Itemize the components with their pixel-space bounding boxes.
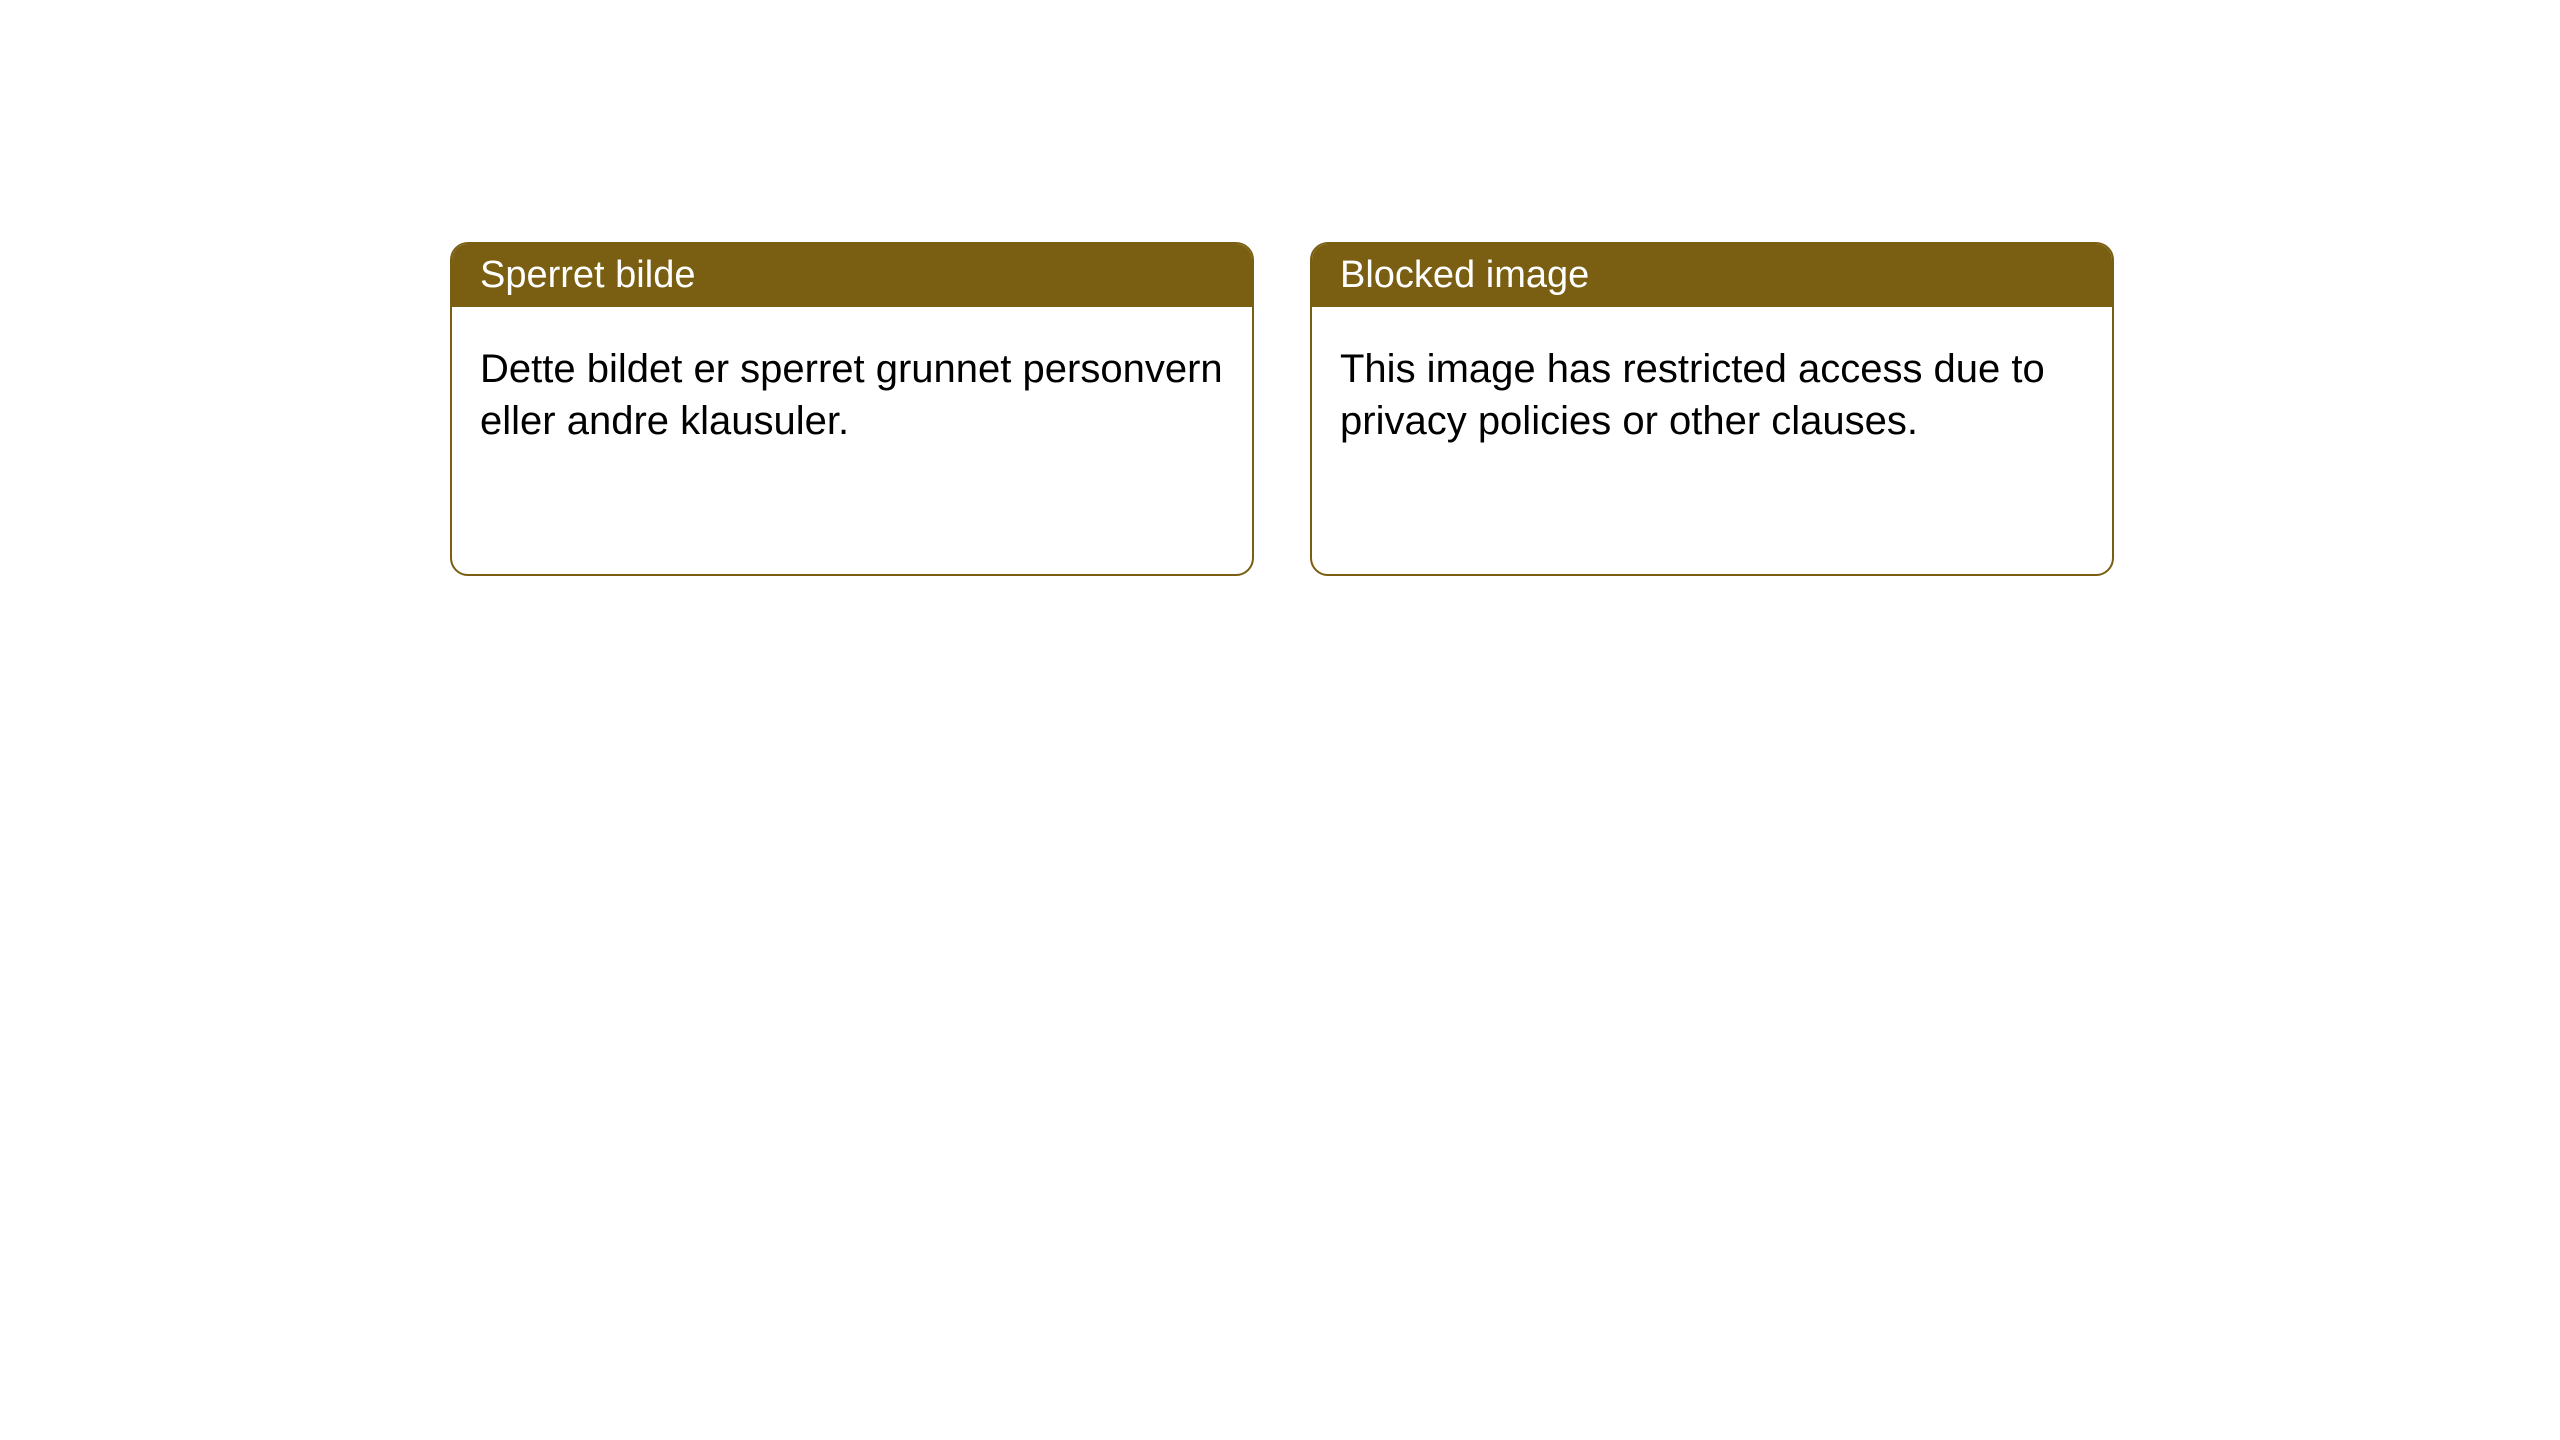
card-body: Dette bildet er sperret grunnet personve…: [452, 307, 1252, 483]
card-title: Sperret bilde: [480, 254, 695, 296]
notice-cards-container: Sperret bilde Dette bildet er sperret gr…: [450, 242, 2114, 576]
card-message: Dette bildet er sperret grunnet personve…: [480, 347, 1223, 443]
notice-card-norwegian: Sperret bilde Dette bildet er sperret gr…: [450, 242, 1254, 576]
card-body: This image has restricted access due to …: [1312, 307, 2112, 483]
card-title: Blocked image: [1340, 254, 1589, 296]
card-header: Sperret bilde: [452, 244, 1252, 307]
notice-card-english: Blocked image This image has restricted …: [1310, 242, 2114, 576]
card-message: This image has restricted access due to …: [1340, 347, 2045, 443]
card-header: Blocked image: [1312, 244, 2112, 307]
